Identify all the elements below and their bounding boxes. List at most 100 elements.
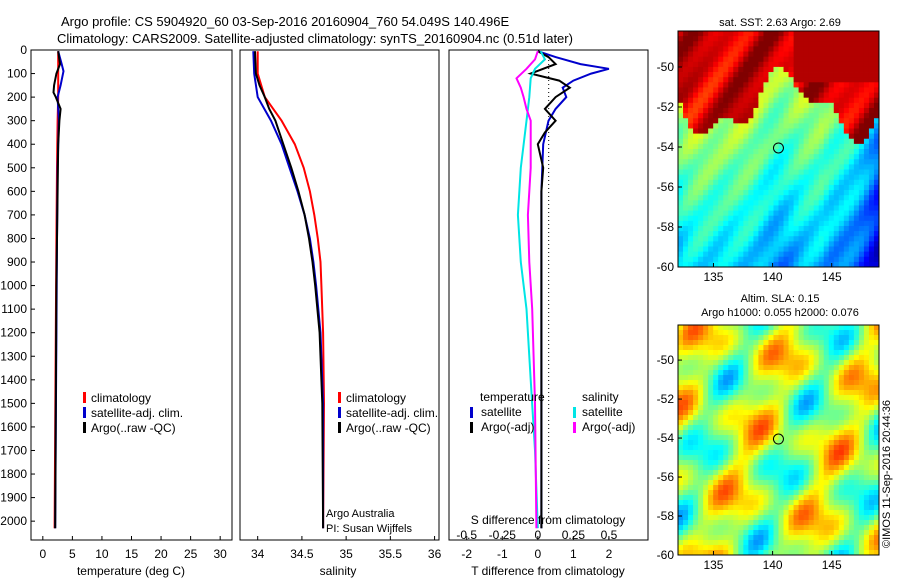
heatmap-cell	[683, 154, 689, 160]
heatmap-cell	[693, 390, 699, 396]
lon-tick-label: 145	[822, 270, 842, 284]
heatmap-cell	[698, 97, 704, 104]
heatmap-cell	[868, 138, 875, 145]
heatmap-cell	[843, 36, 850, 42]
heatmap-cell	[818, 113, 825, 119]
heatmap-cell	[808, 365, 815, 371]
heatmap-cell	[778, 415, 784, 421]
heatmap-cell	[863, 465, 870, 471]
heatmap-cell	[683, 236, 689, 242]
heatmap-cell	[863, 535, 870, 541]
heatmap-cell	[728, 241, 734, 247]
heatmap-cell	[873, 241, 879, 247]
heatmap-cell	[768, 370, 774, 376]
heatmap-cell	[828, 31, 835, 37]
heatmap-cell	[768, 450, 774, 456]
heatmap-cell	[723, 375, 729, 381]
heatmap-cell	[773, 390, 779, 396]
heatmap-cell	[693, 335, 699, 341]
heatmap-cell	[738, 375, 744, 381]
heatmap-cell	[713, 415, 719, 421]
heatmap-cell	[833, 82, 840, 88]
heatmap-cell	[848, 365, 855, 371]
heatmap-cell	[838, 195, 845, 201]
heatmap-cell	[803, 205, 810, 211]
heatmap-cell	[853, 225, 860, 232]
heatmap-cell	[783, 515, 789, 521]
heatmap-cell	[718, 530, 724, 536]
heatmap-cell	[823, 174, 830, 181]
heatmap-cell	[788, 133, 794, 140]
heatmap-cell	[773, 345, 779, 351]
heatmap-cell	[818, 510, 825, 516]
heatmap-cell	[813, 246, 820, 253]
heatmap-cell	[783, 220, 789, 227]
heatmap-cell	[748, 540, 754, 546]
heatmap-cell	[818, 445, 825, 451]
heatmap-cell	[698, 370, 704, 376]
heatmap-cell	[833, 395, 840, 401]
heatmap-cell	[698, 36, 704, 42]
heatmap-cell	[753, 236, 759, 242]
series-line-argo-raw-qc	[52, 51, 62, 529]
heatmap-cell	[713, 480, 719, 486]
heatmap-cell	[778, 510, 784, 516]
heatmap-cell	[758, 325, 764, 331]
heatmap-cell	[858, 530, 865, 536]
heatmap-cell	[813, 515, 820, 521]
heatmap-cell	[733, 92, 739, 99]
heatmap-cell	[708, 87, 714, 93]
heatmap-cell	[828, 220, 835, 227]
heatmap-cell	[768, 510, 774, 516]
heatmap-cell	[753, 220, 759, 227]
heatmap-cell	[798, 200, 805, 206]
heatmap-cell	[798, 128, 805, 135]
heatmap-cell	[678, 46, 684, 52]
heatmap-cell	[698, 256, 704, 263]
heatmap-cell	[868, 159, 875, 165]
heatmap-cell	[688, 215, 694, 222]
heatmap-cell	[728, 415, 734, 421]
series-line-argo-raw-qc	[254, 51, 325, 529]
heatmap-cell	[758, 450, 764, 456]
heatmap-cell	[693, 510, 699, 516]
heatmap-cell	[858, 41, 865, 47]
heatmap-cell	[708, 545, 714, 551]
heatmap-cell	[813, 154, 820, 160]
heatmap-cell	[863, 485, 870, 491]
heatmap-cell	[723, 225, 729, 232]
heatmap-cell	[758, 195, 764, 201]
heatmap-cell	[708, 540, 714, 546]
heatmap-cell	[828, 143, 835, 150]
heatmap-cell	[838, 113, 845, 119]
heatmap-cell	[848, 420, 855, 426]
heatmap-cell	[848, 143, 855, 150]
heatmap-cell	[738, 390, 744, 396]
heatmap-cell	[843, 410, 850, 416]
heatmap-cell	[873, 123, 879, 129]
heatmap-cell	[813, 440, 820, 446]
heatmap-cell	[873, 505, 879, 511]
heatmap-cell	[803, 261, 810, 267]
heatmap-cell	[803, 350, 810, 356]
heatmap-cell	[678, 66, 684, 73]
heatmap-cell	[728, 113, 734, 119]
heatmap-cell	[703, 66, 709, 73]
lat-tick-label: -54	[657, 431, 675, 445]
heatmap-cell	[823, 385, 830, 391]
depth-tick-label: 800	[7, 231, 27, 245]
heatmap-cell	[688, 251, 694, 258]
heatmap-cell	[803, 535, 810, 541]
heatmap-cell	[693, 246, 699, 253]
heatmap-cell	[758, 143, 764, 150]
heatmap-cell	[868, 190, 875, 196]
heatmap-cell	[753, 256, 759, 263]
heatmap-cell	[698, 355, 704, 361]
heatmap-cell	[748, 215, 754, 222]
heatmap-cell	[708, 465, 714, 471]
depth-tick-label: 200	[7, 90, 27, 104]
heatmap-cell	[843, 241, 850, 247]
heatmap-cell	[808, 410, 815, 416]
heatmap-cell	[803, 425, 810, 431]
heatmap-cell	[723, 231, 729, 237]
